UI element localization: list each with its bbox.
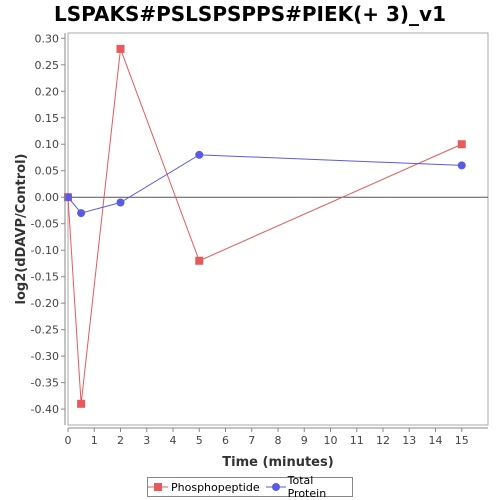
plot-frame xyxy=(67,32,489,426)
x-tick-label: 13 xyxy=(402,434,416,447)
data-point-total-protein xyxy=(64,193,72,202)
y-tick-label: -0.30 xyxy=(31,350,59,363)
x-tick-label: 7 xyxy=(248,434,255,447)
legend-item-phosphopeptide: Phosphopeptide xyxy=(148,481,260,494)
x-tick-label: 4 xyxy=(170,434,177,447)
x-tick-label: 8 xyxy=(275,434,282,447)
y-tick-label: -0.20 xyxy=(31,297,59,310)
legend-label-total-protein: Total Protein xyxy=(287,474,327,500)
y-tick-label: 0.20 xyxy=(35,85,60,98)
y-tick-label: -0.10 xyxy=(31,244,59,257)
y-tick-label: -0.15 xyxy=(31,271,59,284)
x-tick-label: 14 xyxy=(429,434,443,447)
y-tick-label: 0.15 xyxy=(35,112,60,125)
y-tick-label: 0.10 xyxy=(35,138,60,151)
x-tick-label: 11 xyxy=(350,434,364,447)
legend: Phosphopeptide Total Protein xyxy=(147,474,353,500)
x-tick-label: 0 xyxy=(65,434,72,447)
legend-swatch-square-icon xyxy=(148,482,168,492)
x-tick-label: 12 xyxy=(376,434,390,447)
x-tick-label: 3 xyxy=(143,434,150,447)
x-axis: 0 1 2 3 4 5 6 7 8 9 10 11 12 13 14 15 xyxy=(65,427,488,447)
y-axis: 0.30 0.25 0.20 0.15 0.10 0.05 0.00 -0.05 -0.10 -0… xyxy=(31,32,66,425)
data-point-phosphopeptide xyxy=(195,256,204,265)
data-point-total-protein xyxy=(77,209,86,218)
y-tick-label: -0.35 xyxy=(31,377,59,390)
y-tick-label: -0.40 xyxy=(31,403,59,416)
y-axis-label: log2(dDAVP/Control) xyxy=(14,154,29,305)
chart-title: LSPAKS#PSLSPSPPS#PIEK(+ 3)_v1 xyxy=(54,2,446,26)
x-tick-label: 2 xyxy=(117,434,124,447)
x-axis-label: Time (minutes) xyxy=(222,455,333,470)
legend-item-total-protein: Total Protein xyxy=(265,474,352,500)
y-tick-label: -0.25 xyxy=(31,324,59,337)
legend-swatch-circle-icon xyxy=(265,482,286,492)
data-point-total-protein xyxy=(116,198,125,207)
data-point-total-protein xyxy=(457,161,466,170)
x-tick-label: 9 xyxy=(301,434,308,447)
y-tick-label: -0.05 xyxy=(31,218,59,231)
x-tick-label: 1 xyxy=(91,434,98,447)
legend-label-phosphopeptide: Phosphopeptide xyxy=(171,480,260,494)
y-tick-label: 0.25 xyxy=(35,59,60,72)
x-tick-label: 10 xyxy=(324,434,338,447)
data-point-phosphopeptide xyxy=(457,140,466,149)
plot-area xyxy=(67,32,489,426)
data-point-phosphopeptide xyxy=(116,44,125,53)
y-tick-label: 0.05 xyxy=(35,165,60,178)
y-tick-label: 0.00 xyxy=(35,191,60,204)
x-tick-label: 5 xyxy=(196,434,203,447)
x-tick-label: 15 xyxy=(455,434,469,447)
x-tick-label: 6 xyxy=(222,434,229,447)
chart-marks xyxy=(64,44,466,408)
data-point-total-protein xyxy=(195,150,204,159)
data-point-phosphopeptide xyxy=(77,399,86,408)
y-tick-label: 0.30 xyxy=(35,32,60,45)
